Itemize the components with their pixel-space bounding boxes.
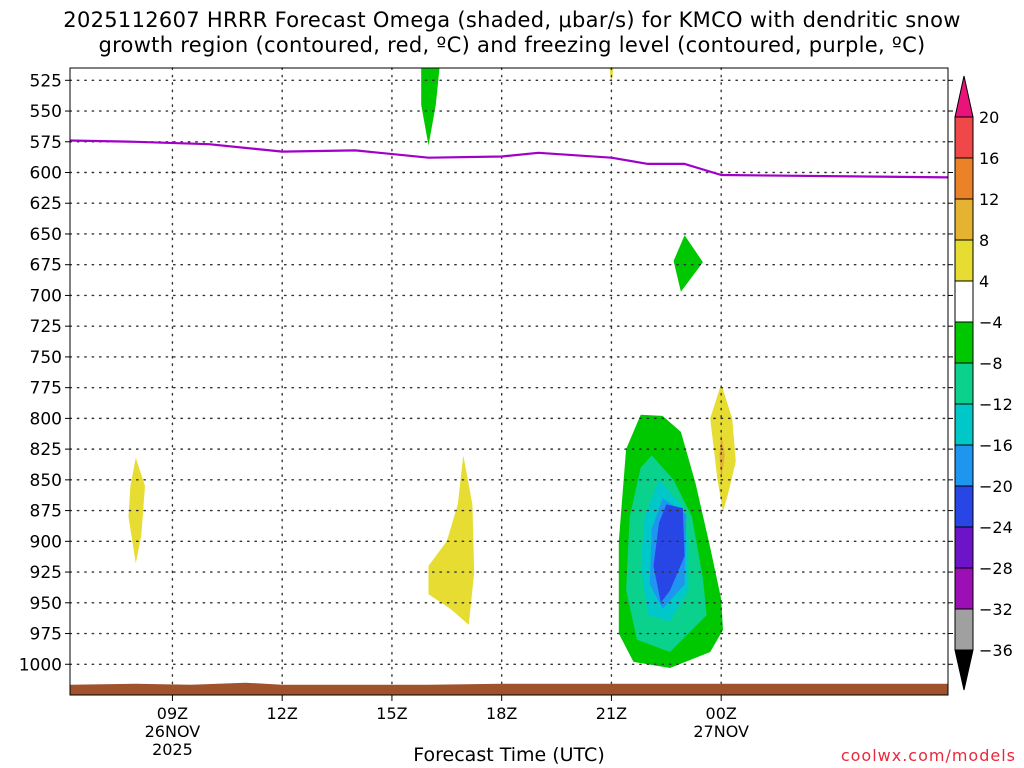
colorbar-label-12: −32: [979, 600, 1013, 619]
colorbar-label-7: −12: [979, 395, 1013, 414]
colorbar-label-5: −4: [979, 313, 1003, 332]
y-tick-label-750: 750: [30, 348, 62, 368]
y-tick-label-975: 975: [30, 625, 62, 645]
y-tick-label-875: 875: [30, 502, 62, 522]
x-tick-date-00Z: 27NOV: [693, 722, 749, 741]
colorbar-bin-9: [954, 444, 974, 487]
omega-region-green-2330z: [673, 235, 703, 292]
y-tick-label-600: 600: [30, 164, 62, 184]
y-tick-label-700: 700: [30, 286, 62, 306]
omega-region-green-top-16z: [421, 68, 440, 146]
colorbar-top-arrow: [954, 75, 974, 118]
omega-region-yellow-1630z: [428, 455, 475, 625]
omega-region-blue-22z: [653, 504, 685, 603]
y-tick-label-800: 800: [30, 409, 62, 429]
x-tick-label-12Z: 12Z: [267, 704, 298, 723]
colorbar-bin-1: [954, 116, 974, 159]
colorbar-bin-10: [954, 485, 974, 528]
colorbar-bin-8: [954, 403, 974, 446]
x-tick-year-09Z: 2025: [152, 740, 193, 759]
colorbar-label-13: −36: [979, 641, 1013, 660]
colorbar-label-8: −16: [979, 436, 1013, 455]
surface-strip: [70, 682, 948, 695]
freezing-level-layer: [69, 139, 949, 179]
colorbar-bin-11: [954, 526, 974, 569]
colorbar-bin-3: [954, 198, 974, 241]
y-tick-label-725: 725: [30, 317, 62, 337]
y-tick-label-950: 950: [30, 594, 62, 614]
x-tick-label-15Z: 15Z: [376, 704, 407, 723]
colorbar-bottom-arrow: [954, 649, 974, 691]
colorbar: 20 16 12 8 4 −4 −8 −12 −16 −20 −24 −28 −32 −36: [954, 75, 1013, 691]
title-line-1: 2025112607 HRRR Forecast Omega (shaded, …: [63, 8, 961, 32]
y-tick-label-550: 550: [30, 102, 62, 122]
x-axis-label: Forecast Time (UTC): [413, 744, 605, 766]
colorbar-label-3: 8: [979, 231, 989, 250]
colorbar-label-1: 16: [979, 149, 999, 168]
colorbar-label-9: −20: [979, 477, 1013, 496]
y-tick-label-925: 925: [30, 563, 62, 583]
colorbar-bin-4: [954, 239, 974, 282]
x-tick-label-21Z: 21Z: [596, 704, 627, 723]
y-axis: 525 550 575 600 625 650 675 700 725 750 775 800 825 8…: [19, 71, 953, 675]
colorbar-bin-12: [954, 567, 974, 610]
credit-link[interactable]: coolwx.com/models: [840, 746, 1016, 765]
colorbar-label-11: −28: [979, 559, 1013, 578]
colorbar-label-0: 20: [979, 108, 999, 127]
y-tick-label-775: 775: [30, 379, 62, 399]
y-tick-label-525: 525: [30, 71, 62, 91]
colorbar-label-4: 4: [979, 272, 989, 291]
y-tick-label-1000: 1000: [19, 655, 62, 675]
y-tick-label-850: 850: [30, 471, 62, 491]
colorbar-label-2: 12: [979, 190, 999, 209]
surface-layer: [70, 682, 948, 695]
colorbar-label-10: −24: [979, 518, 1013, 537]
x-tick-date-09Z: 26NOV: [145, 722, 201, 741]
colorbar-bin-13: [954, 608, 974, 651]
plot-frame: [69, 67, 949, 696]
freezing-level-line: [69, 139, 949, 179]
y-tick-label-900: 900: [30, 532, 62, 552]
colorbar-bin-2: [954, 157, 974, 200]
grid-layer: [69, 67, 949, 696]
title-line-2: growth region (contoured, red, ºC) and f…: [98, 33, 926, 57]
y-tick-label-575: 575: [30, 133, 62, 153]
y-tick-label-825: 825: [30, 440, 62, 460]
colorbar-bin-6: [954, 321, 974, 364]
x-tick-label-18Z: 18Z: [486, 704, 517, 723]
y-tick-label-650: 650: [30, 225, 62, 245]
y-tick-label-675: 675: [30, 256, 62, 276]
x-tick-label-09Z: 09Z: [157, 704, 188, 723]
x-tick-label-00Z: 00Z: [706, 704, 737, 723]
y-tick-label-625: 625: [30, 194, 62, 214]
colorbar-label-6: −8: [979, 354, 1003, 373]
colorbar-bin-5: [954, 280, 974, 323]
chart-title: 2025112607 HRRR Forecast Omega (shaded, …: [0, 8, 1024, 58]
colorbar-bin-7: [954, 362, 974, 405]
